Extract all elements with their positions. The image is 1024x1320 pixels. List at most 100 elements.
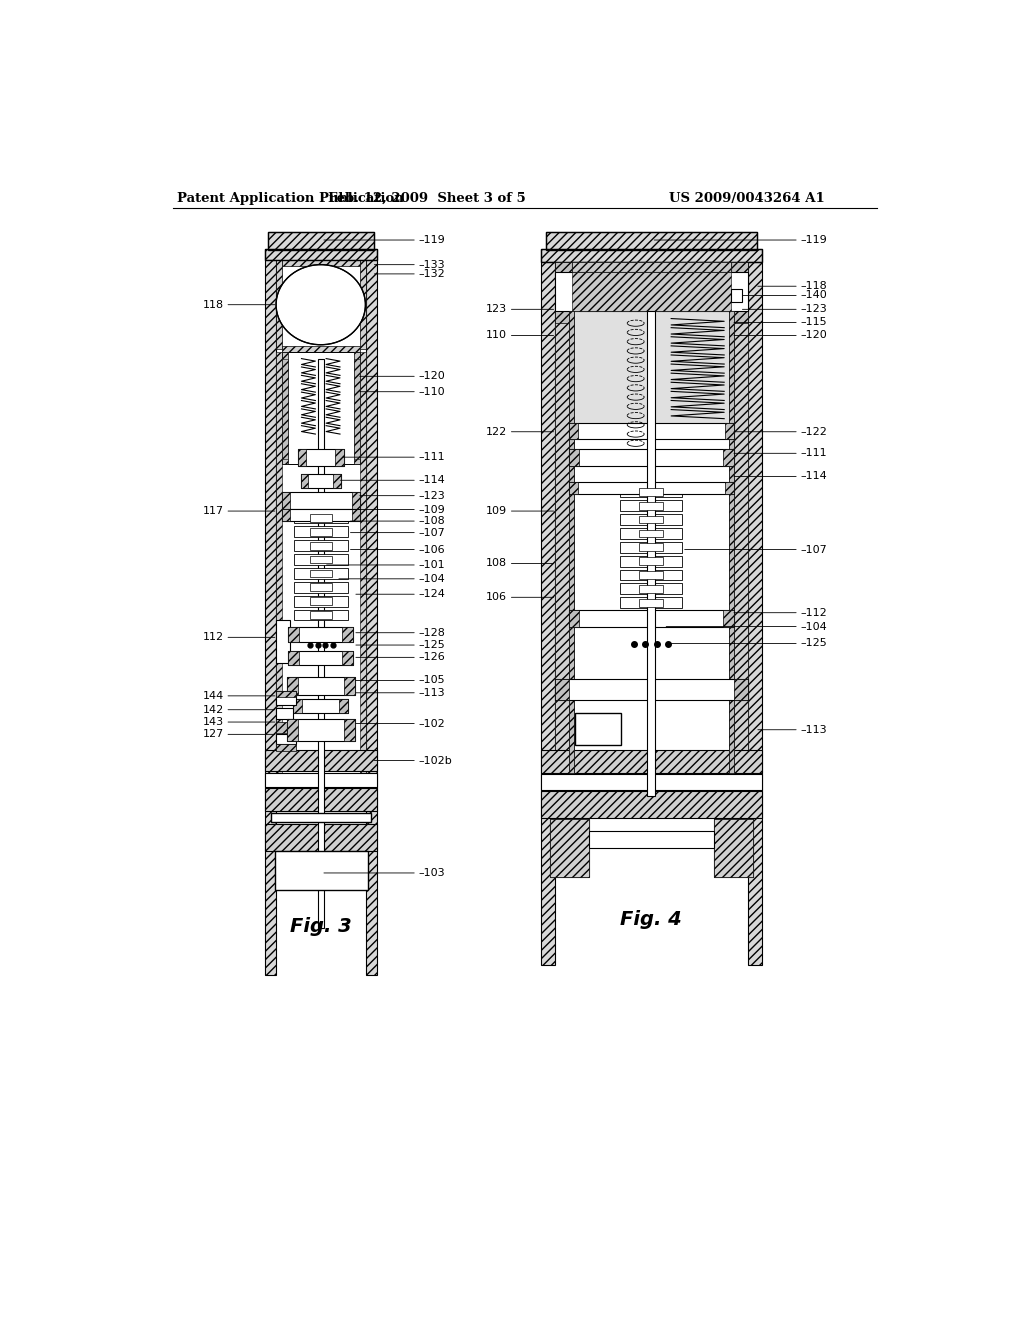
Bar — [647, 312, 655, 796]
Bar — [724, 449, 734, 466]
Text: –115: –115 — [801, 317, 827, 327]
Bar — [621, 570, 682, 581]
Bar — [749, 261, 762, 965]
Bar — [344, 719, 354, 741]
Text: –123: –123 — [419, 491, 445, 500]
Bar — [283, 352, 289, 465]
Bar — [360, 260, 367, 348]
Bar — [571, 261, 731, 272]
Bar — [589, 830, 714, 847]
Bar — [541, 249, 762, 261]
Bar — [731, 261, 749, 323]
Bar — [571, 261, 731, 272]
Bar — [541, 249, 762, 261]
Text: –122: –122 — [801, 426, 827, 437]
Bar — [294, 527, 348, 537]
Bar — [276, 708, 293, 719]
Bar — [265, 824, 377, 850]
Text: –125: –125 — [419, 640, 445, 649]
Text: Fig. 3: Fig. 3 — [290, 917, 351, 936]
Text: –108: –108 — [419, 516, 445, 527]
Bar — [568, 482, 734, 494]
Text: –126: –126 — [419, 652, 445, 663]
Text: 123: 123 — [486, 305, 507, 314]
Text: 127: 127 — [203, 730, 223, 739]
Bar — [265, 249, 377, 260]
Bar — [287, 719, 298, 741]
Text: –120: –120 — [419, 371, 445, 381]
Text: –107: –107 — [419, 528, 445, 537]
Text: Feb. 12, 2009  Sheet 3 of 5: Feb. 12, 2009 Sheet 3 of 5 — [328, 191, 526, 205]
Bar — [294, 582, 348, 593]
Bar — [293, 700, 302, 713]
Bar — [265, 774, 377, 787]
Text: –104: –104 — [801, 622, 827, 631]
Bar — [621, 556, 682, 566]
Bar — [360, 352, 367, 784]
Bar — [294, 595, 348, 607]
Text: 112: 112 — [203, 632, 223, 643]
Bar — [367, 260, 377, 974]
Text: –128: –128 — [419, 628, 445, 638]
Bar — [271, 813, 371, 822]
Bar — [289, 651, 299, 665]
Bar — [276, 264, 366, 345]
Text: 122: 122 — [485, 426, 507, 437]
Text: –113: –113 — [801, 725, 827, 735]
Bar — [287, 719, 354, 741]
Bar — [265, 249, 377, 260]
Bar — [310, 570, 332, 577]
Text: –124: –124 — [419, 589, 445, 599]
Text: 110: 110 — [486, 330, 507, 341]
Text: 144: 144 — [203, 690, 223, 701]
Bar — [336, 449, 344, 466]
Bar — [301, 474, 308, 488]
Bar — [639, 502, 664, 510]
Text: Fig. 4: Fig. 4 — [621, 909, 682, 929]
Bar — [283, 260, 360, 267]
Bar — [541, 261, 555, 965]
Bar — [294, 540, 348, 552]
Bar — [293, 700, 348, 713]
Text: –104: –104 — [419, 574, 445, 583]
Bar — [310, 543, 332, 549]
Bar — [265, 750, 377, 771]
Text: –102: –102 — [419, 718, 445, 729]
Text: –109: –109 — [419, 504, 445, 515]
Bar — [294, 610, 348, 620]
Bar — [310, 528, 332, 536]
Bar — [352, 492, 360, 508]
Bar — [274, 851, 368, 890]
Ellipse shape — [276, 264, 366, 345]
Bar — [541, 750, 762, 774]
Bar — [639, 572, 664, 579]
Bar — [568, 312, 574, 774]
Bar — [639, 488, 664, 496]
Text: 142: 142 — [203, 705, 223, 714]
Text: –123: –123 — [801, 305, 827, 314]
Text: –107: –107 — [801, 545, 827, 554]
Bar — [555, 261, 571, 323]
Bar — [276, 260, 283, 348]
Bar — [283, 352, 360, 465]
Bar — [541, 792, 762, 818]
Bar — [621, 487, 682, 498]
Bar — [333, 474, 341, 488]
Bar — [283, 492, 360, 508]
Text: –125: –125 — [801, 639, 827, 648]
Bar — [568, 482, 578, 494]
Text: 143: 143 — [203, 717, 223, 727]
Bar — [568, 449, 734, 466]
Bar — [342, 651, 353, 665]
Bar — [574, 713, 621, 744]
Bar — [574, 312, 729, 426]
Text: –119: –119 — [419, 235, 445, 246]
Bar — [265, 788, 377, 812]
Bar — [276, 692, 296, 705]
Bar — [310, 583, 332, 591]
Bar — [621, 597, 682, 609]
Text: –111: –111 — [419, 453, 445, 462]
Bar — [289, 627, 353, 642]
Bar — [621, 543, 682, 553]
Text: 108: 108 — [486, 558, 507, 569]
